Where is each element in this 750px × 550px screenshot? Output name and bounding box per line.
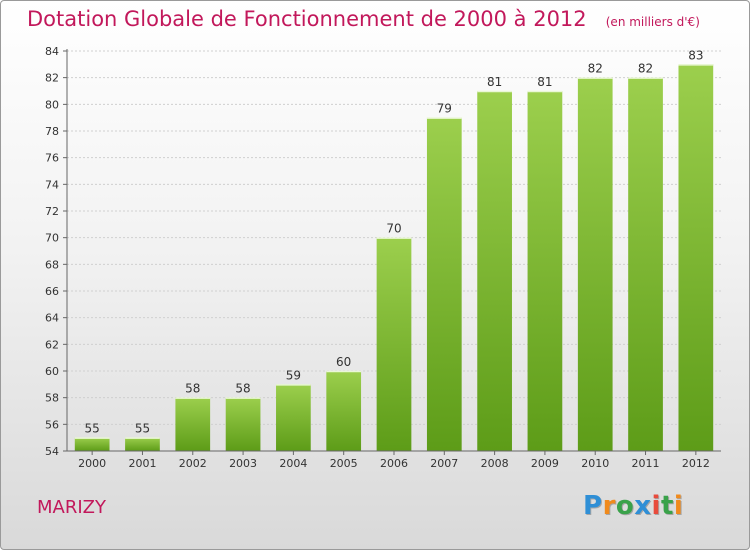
chart-title: Dotation Globale de Fonctionnement de 20…	[27, 7, 587, 31]
y-tick-label: 82	[45, 72, 59, 85]
x-tick-label: 2007	[430, 457, 458, 470]
bar	[376, 237, 412, 451]
bar	[477, 91, 512, 451]
data-label: 60	[336, 355, 351, 369]
data-label: 70	[386, 222, 401, 236]
logo-letter: P	[583, 491, 603, 521]
bars: 55 55 58 58 59 60 70 79 81 81 82 82 83	[74, 48, 714, 452]
y-tick-label: 66	[45, 285, 59, 298]
logo-letter: r	[602, 491, 616, 521]
x-tick-label: 2000	[78, 457, 106, 470]
y-tick-label: 58	[45, 392, 59, 405]
y-tick-label: 84	[45, 45, 59, 58]
y-tick-label: 76	[45, 152, 59, 165]
data-label: 79	[437, 102, 452, 116]
bar	[577, 77, 613, 452]
y-tick-label: 80	[45, 98, 59, 111]
bar	[426, 117, 462, 452]
data-label: 82	[588, 62, 603, 76]
y-tick-label: 62	[45, 338, 59, 351]
data-label: 55	[135, 422, 150, 436]
bar	[175, 397, 211, 451]
x-tick-label: 2004	[279, 457, 307, 470]
data-label: 58	[235, 382, 250, 396]
y-tick-label: 68	[45, 258, 59, 271]
bar	[74, 437, 110, 451]
bar	[628, 77, 663, 452]
y-tick-label: 74	[45, 178, 59, 191]
x-tick-label: 2001	[128, 457, 156, 470]
data-label: 55	[85, 422, 100, 436]
chart-unit: (en milliers d'€)	[605, 15, 700, 29]
x-tick-label: 2008	[481, 457, 509, 470]
x-tick-label: 2012	[682, 457, 710, 470]
x-tick-label: 2002	[179, 457, 207, 470]
bar	[678, 64, 714, 452]
x-tick-label: 2010	[581, 457, 609, 470]
y-tick-label: 70	[45, 232, 59, 245]
y-tick-label: 78	[45, 125, 59, 138]
y-tick-label: 72	[45, 205, 59, 218]
logo-letter: x	[634, 491, 652, 521]
proxiti-logo: Proxiti	[583, 491, 683, 521]
logo-letter: i	[673, 491, 684, 521]
x-tick-label: 2009	[531, 457, 559, 470]
bar	[125, 437, 160, 451]
data-label: 82	[638, 62, 653, 76]
x-tick-label: 2005	[330, 457, 358, 470]
data-label: 59	[286, 368, 301, 382]
axes: 54 56 58 60 62 64 66 68 70 72 74 76 78 80 82 84 2000 2001…	[45, 45, 721, 470]
bar	[276, 384, 311, 451]
data-label: 81	[537, 75, 552, 89]
y-tick-label: 54	[45, 445, 59, 458]
bar	[326, 371, 362, 451]
bar	[225, 397, 261, 451]
y-tick-label: 60	[45, 365, 59, 378]
logo-letter: o	[615, 491, 635, 521]
x-tick-label: 2003	[229, 457, 257, 470]
data-label: 81	[487, 75, 502, 89]
bar	[527, 91, 563, 451]
chart-title-block: Dotation Globale de Fonctionnement de 20…	[27, 7, 700, 31]
data-label: 83	[688, 48, 703, 62]
data-label: 58	[185, 382, 200, 396]
y-tick-label: 56	[45, 418, 59, 431]
place-name: MARIZY	[37, 497, 106, 518]
logo-letter: i	[651, 491, 661, 521]
x-tick-label: 2006	[380, 457, 408, 470]
y-tick-label: 64	[45, 312, 59, 325]
x-tick-label: 2011	[632, 457, 660, 470]
logo-letter: t	[660, 491, 674, 521]
